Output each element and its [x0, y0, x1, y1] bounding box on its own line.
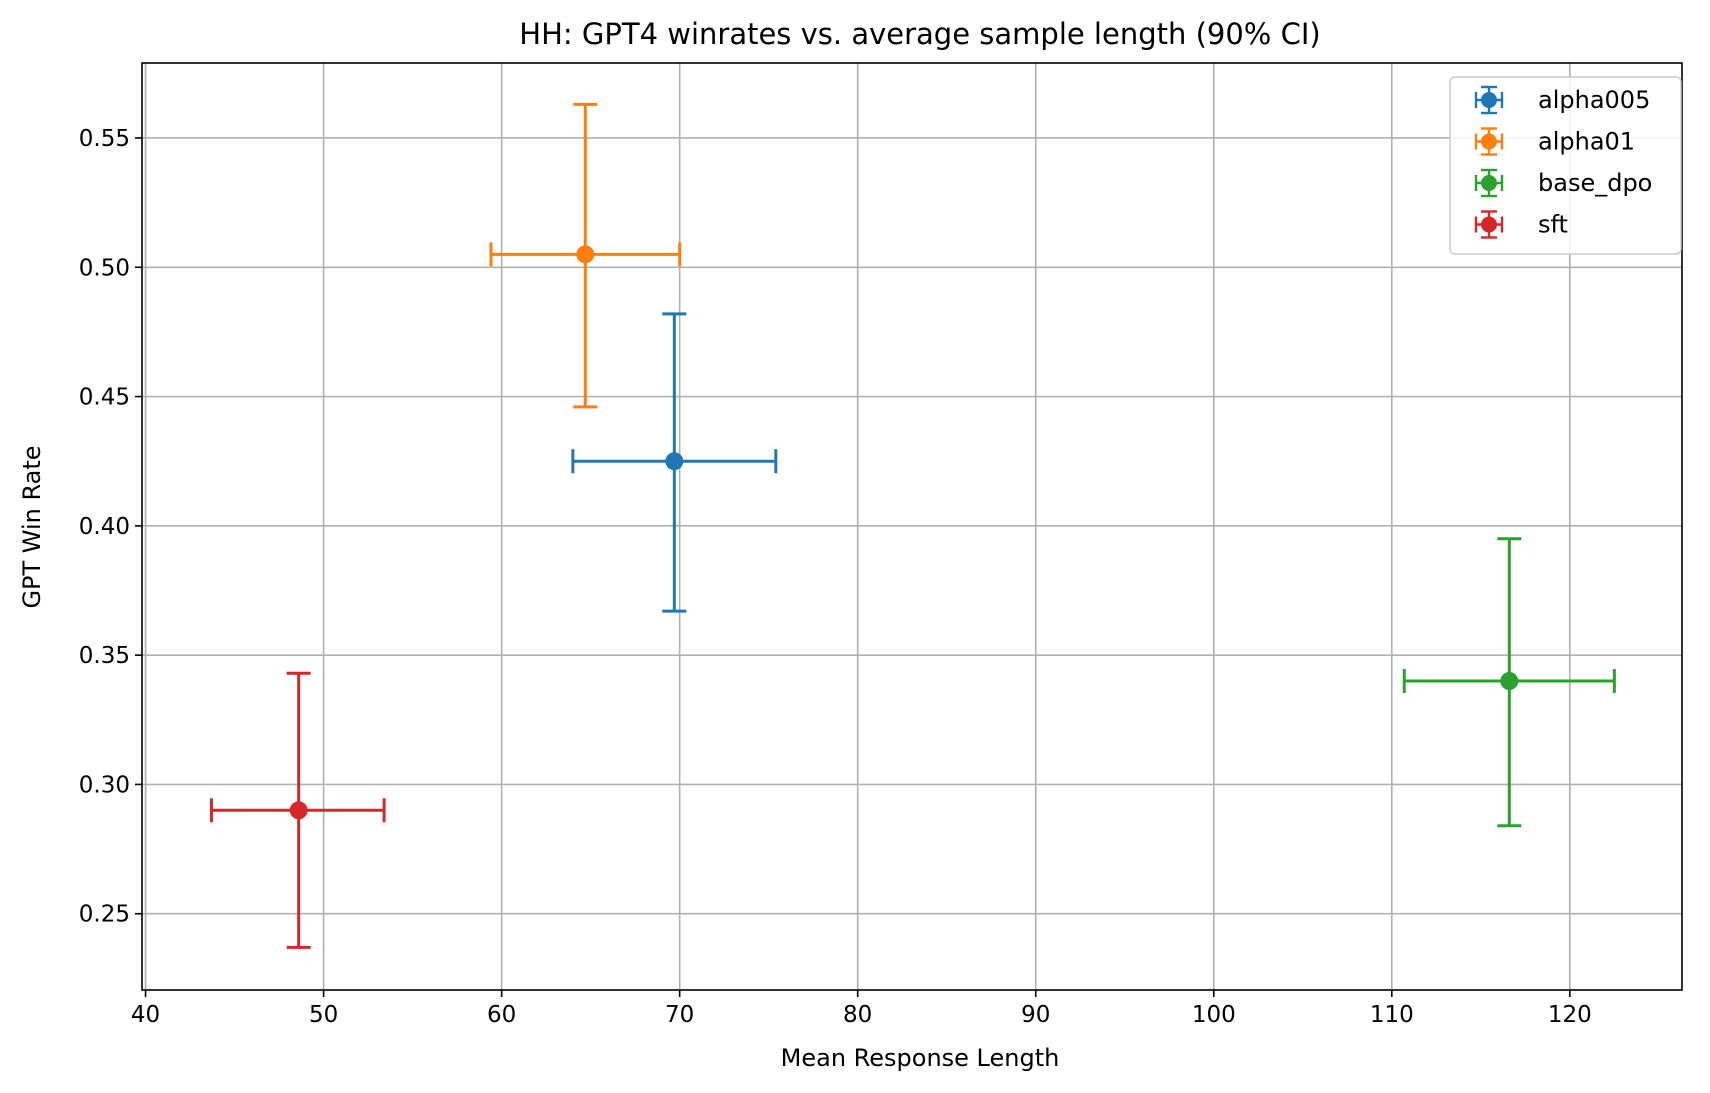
legend-entry-alpha005: alpha005 — [1474, 85, 1650, 115]
x-tick-label: 110 — [1370, 1002, 1414, 1028]
series-layer — [209, 102, 1616, 949]
x-tick-label: 70 — [665, 1002, 694, 1028]
data-point — [576, 245, 595, 264]
legend-label: base_dpo — [1538, 169, 1652, 197]
x-tick-label: 120 — [1548, 1002, 1592, 1028]
series-sft — [209, 671, 386, 949]
series-base-dpo — [1402, 537, 1616, 828]
data-point — [289, 801, 308, 820]
y-tick-label: 0.50 — [79, 255, 130, 281]
x-tick-label: 40 — [131, 1002, 160, 1028]
y-tick-label: 0.40 — [79, 514, 130, 540]
x-tick-label: 90 — [1021, 1002, 1050, 1028]
legend-entry-alpha01: alpha01 — [1474, 127, 1635, 156]
legend-label: alpha005 — [1538, 86, 1650, 114]
data-point — [1500, 672, 1519, 690]
y-tick-label: 0.45 — [79, 385, 130, 411]
chart-title: HH: GPT4 winrates vs. average sample len… — [519, 17, 1320, 51]
y-axis-label: GPT Win Rate — [18, 445, 46, 608]
y-tick-label: 0.25 — [79, 902, 130, 928]
axis-ticks: 40 50 60 70 80 90 100 110 120 0.25 0.30 0.35 0.40 0.4… — [79, 126, 1592, 1028]
y-tick-label: 0.35 — [79, 643, 130, 669]
legend-box — [1449, 76, 1682, 255]
legend-marker — [1481, 216, 1497, 233]
legend-marker — [1481, 133, 1497, 150]
legend-label: alpha01 — [1538, 128, 1635, 156]
y-tick-label: 0.55 — [79, 126, 130, 152]
x-axis-label: Mean Response Length — [781, 1044, 1060, 1072]
legend-entry-base-dpo: base_dpo — [1474, 168, 1652, 198]
y-tick-label: 0.30 — [79, 772, 130, 798]
x-tick-label: 100 — [1192, 1002, 1236, 1028]
legend-label: sft — [1538, 211, 1568, 239]
data-point — [665, 452, 684, 471]
legend-entry-sft: sft — [1474, 210, 1568, 239]
legend-marker — [1481, 175, 1497, 191]
series-alpha01 — [489, 102, 682, 409]
x-tick-label: 50 — [309, 1002, 338, 1028]
series-alpha005 — [571, 312, 778, 613]
x-tick-label: 60 — [487, 1002, 516, 1028]
legend-marker — [1481, 92, 1497, 108]
x-tick-label: 80 — [843, 1002, 872, 1028]
